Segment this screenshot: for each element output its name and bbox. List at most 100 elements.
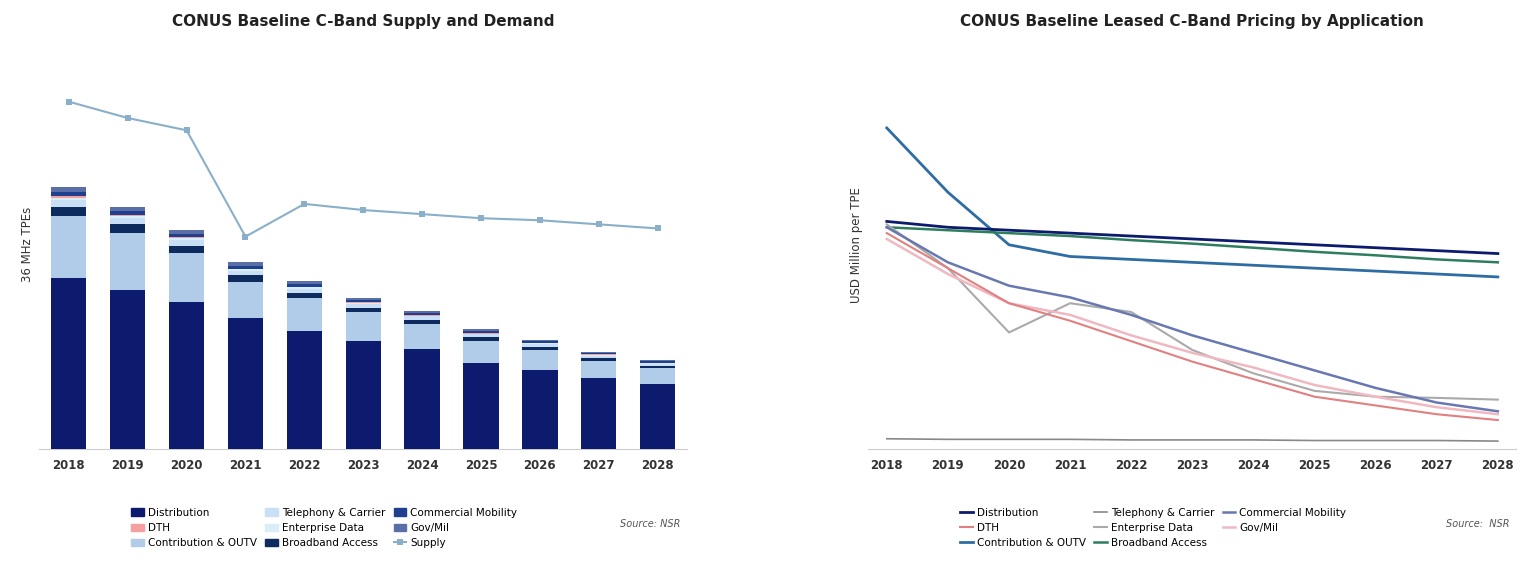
Bar (640, 384, 675, 449)
Bar (404, 314, 440, 316)
Distribution (1244, 238, 1263, 245)
Gov/Mil (1061, 312, 1080, 319)
Bar (523, 370, 558, 449)
Bar (169, 240, 205, 245)
Bar (111, 215, 146, 216)
Bar (346, 302, 381, 303)
Bar (640, 363, 675, 364)
Bar (228, 266, 263, 268)
Bar (111, 207, 146, 211)
Enterprise Data (1061, 300, 1080, 306)
Bar (286, 284, 321, 286)
Distribution (1366, 244, 1384, 251)
Telephony & Carrier (938, 436, 957, 443)
Enterprise Data (938, 265, 957, 272)
Commercial Mobility (1244, 350, 1263, 357)
Broadband Access (1244, 244, 1263, 251)
DTH (878, 230, 897, 237)
Distribution (1061, 230, 1080, 237)
Bar (404, 349, 440, 449)
Bar (346, 298, 381, 300)
Distribution (1427, 247, 1446, 254)
Distribution (1489, 250, 1507, 257)
Bar (111, 216, 146, 218)
Bar (640, 361, 675, 362)
Contribution & OUTV (938, 189, 957, 196)
Bar (286, 331, 321, 449)
DTH (938, 265, 957, 272)
Commercial Mobility (1427, 399, 1446, 406)
Telephony & Carrier (1000, 436, 1018, 443)
DTH (1000, 300, 1018, 306)
Bar (581, 355, 617, 358)
Bar (640, 360, 675, 361)
Broadband Access (938, 227, 957, 234)
Bar (228, 319, 263, 449)
Gov/Mil (878, 236, 897, 242)
DTH (1489, 416, 1507, 423)
Bar (51, 216, 86, 278)
Line: Gov/Mil: Gov/Mil (887, 239, 1498, 414)
Commercial Mobility (938, 259, 957, 266)
Bar (169, 253, 205, 302)
Bar (111, 211, 146, 215)
Line: Enterprise Data: Enterprise Data (887, 224, 1498, 400)
DTH (1427, 411, 1446, 418)
Telephony & Carrier (1123, 437, 1141, 444)
Bar (228, 270, 263, 271)
Bar (111, 218, 146, 224)
Commercial Mobility (1061, 294, 1080, 301)
Bar (51, 278, 86, 449)
Bar (286, 281, 321, 284)
Bar (111, 290, 146, 449)
Contribution & OUTV (878, 124, 897, 131)
Bar (581, 351, 617, 353)
Line: Telephony & Carrier: Telephony & Carrier (887, 439, 1498, 441)
Contribution & OUTV (1366, 268, 1384, 275)
Bar (581, 353, 617, 354)
Bar (463, 363, 498, 449)
Enterprise Data (1366, 393, 1384, 400)
Distribution (1000, 227, 1018, 234)
Legend: Distribution, DTH, Contribution & OUTV, Telephony & Carrier, Enterprise Data, Br: Distribution, DTH, Contribution & OUTV, … (960, 507, 1346, 548)
Telephony & Carrier (1306, 437, 1324, 444)
Bar (111, 233, 146, 290)
DTH (1183, 358, 1201, 365)
Bar (346, 341, 381, 449)
Telephony & Carrier (1244, 437, 1263, 444)
Bar (463, 341, 498, 363)
Bar (523, 343, 558, 344)
Bar (581, 361, 617, 378)
Commercial Mobility (1000, 282, 1018, 289)
Bar (463, 329, 498, 332)
Broadband Access (1061, 233, 1080, 240)
Bar (228, 271, 263, 275)
Bar (523, 344, 558, 347)
Bar (51, 196, 86, 198)
Bar (51, 207, 86, 216)
Enterprise Data (1123, 309, 1141, 316)
Bar (581, 378, 617, 449)
Gov/Mil (1244, 364, 1263, 371)
Bar (228, 263, 263, 266)
Contribution & OUTV (1061, 253, 1080, 260)
Distribution (1306, 241, 1324, 248)
Y-axis label: 36 MHz TPEs: 36 MHz TPEs (22, 207, 34, 282)
Broadband Access (1489, 259, 1507, 266)
Distribution (1183, 236, 1201, 242)
Telephony & Carrier (1366, 437, 1384, 444)
Broadband Access (1000, 230, 1018, 237)
Gov/Mil (1306, 381, 1324, 388)
Bar (286, 289, 321, 293)
Gov/Mil (1366, 393, 1384, 400)
Telephony & Carrier (878, 435, 897, 442)
Title: CONUS Baseline Leased C-Band Pricing by Application: CONUS Baseline Leased C-Band Pricing by … (960, 14, 1424, 29)
Bar (169, 238, 205, 240)
Commercial Mobility (1366, 385, 1384, 392)
DTH (1306, 393, 1324, 400)
Commercial Mobility (1489, 408, 1507, 415)
Bar (523, 347, 558, 350)
Telephony & Carrier (1061, 436, 1080, 443)
Bar (228, 275, 263, 282)
Telephony & Carrier (1183, 437, 1201, 444)
